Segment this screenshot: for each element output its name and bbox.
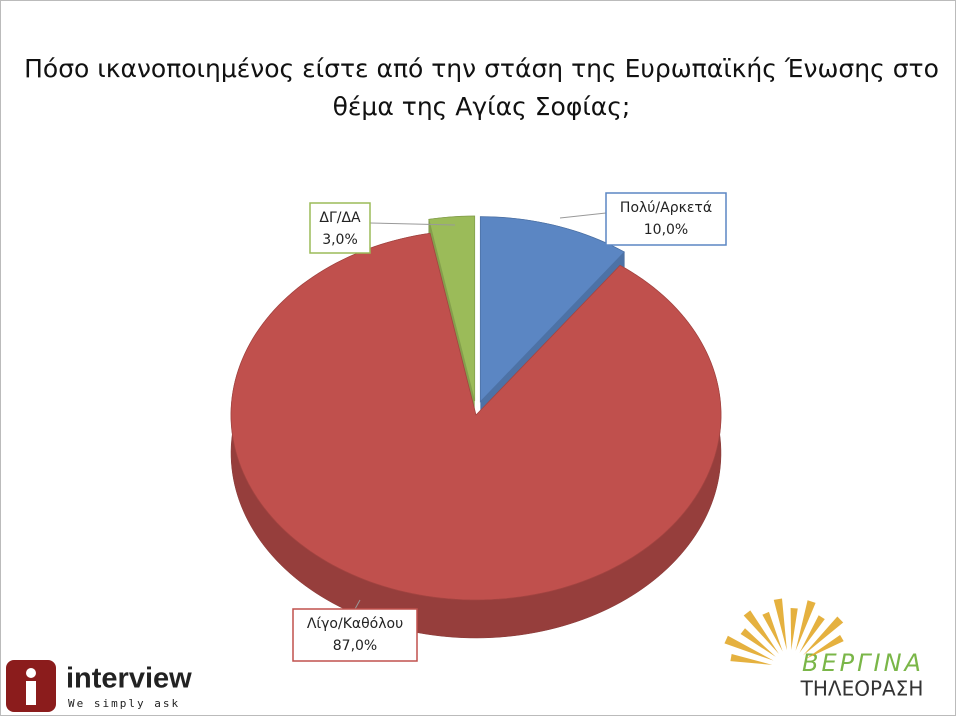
logo-ray xyxy=(724,635,774,661)
logo-ray xyxy=(743,610,779,654)
logo-tagline: We simply ask xyxy=(68,697,180,710)
logo-name: ΒΕΡΓΙΝΑ xyxy=(802,649,924,677)
logo-name: interview xyxy=(66,663,192,695)
pie xyxy=(230,215,722,639)
logo-ray xyxy=(790,608,798,651)
slice-label: ΔΓ/ΔΑ xyxy=(319,210,361,226)
logo-icon-stem xyxy=(26,681,36,705)
chart-title: Πόσο ικανοποιημένος είστε από την στάση … xyxy=(24,54,939,121)
logo-ray xyxy=(740,628,776,657)
slice xyxy=(428,215,476,402)
vergina-logo: ΒΕΡΓΙΝΑ ΤΗΛΕΟΡΑΣΗ xyxy=(724,598,924,701)
logo-ray xyxy=(795,600,816,651)
logo-ray xyxy=(799,615,825,653)
logo-ray xyxy=(802,616,844,656)
value-label: 87,0% xyxy=(333,638,377,654)
value-label: 10,0% xyxy=(644,222,688,238)
slice-label: Πολύ/Αρκετά xyxy=(620,200,712,216)
logo-ray xyxy=(762,611,783,652)
logo-ray xyxy=(805,634,844,659)
logo-icon-dot xyxy=(26,668,36,678)
logo-ray xyxy=(730,654,773,665)
label-box xyxy=(292,608,418,662)
logo-subtitle: ΤΗΛΕΟΡΑΣΗ xyxy=(800,677,924,701)
value-label: 3,0% xyxy=(322,232,358,248)
label-box xyxy=(309,202,371,254)
label-box xyxy=(605,192,727,246)
leader-line xyxy=(559,212,607,219)
interview-logo: interview We simply ask xyxy=(6,660,192,712)
leader-line xyxy=(369,222,456,226)
labels: Πολύ/Αρκετά 10,0% Λίγο/Καθόλου 87,0% ΔΓ/ΔΑ 3,… xyxy=(292,192,727,662)
slice xyxy=(230,232,722,601)
logo-ray xyxy=(773,598,787,651)
slice-label: Λίγο/Καθόλου xyxy=(307,616,403,632)
leader-line xyxy=(354,599,361,610)
